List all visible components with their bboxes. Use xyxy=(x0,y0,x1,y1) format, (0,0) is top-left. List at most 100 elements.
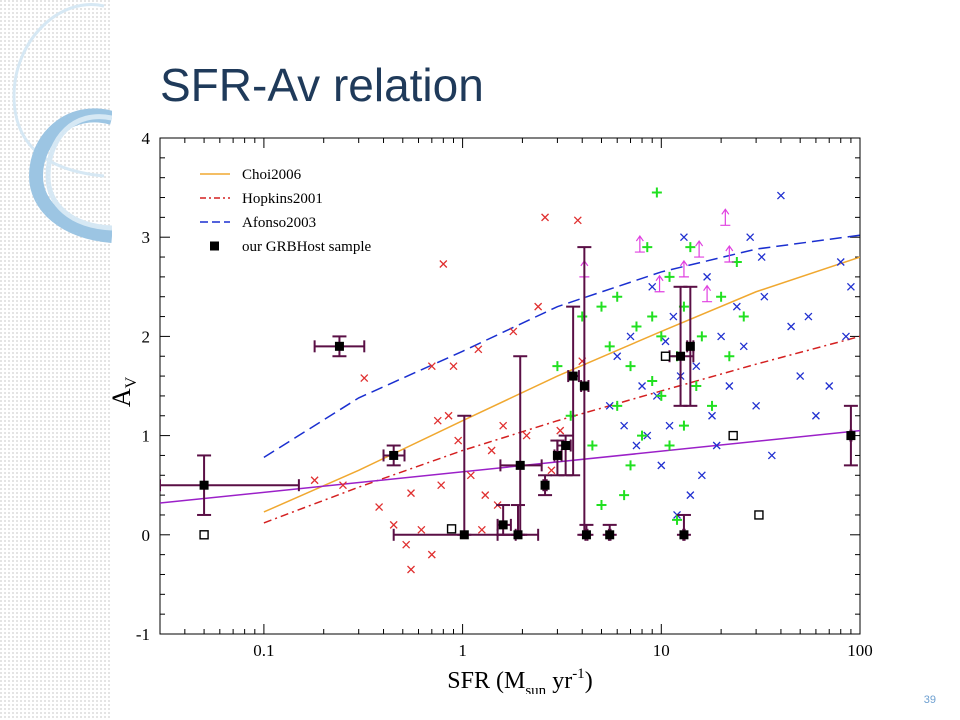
red-cross-point xyxy=(454,436,463,445)
blue-cross-point xyxy=(804,312,813,321)
red-cross-point xyxy=(427,362,436,371)
legend-label: Afonso2003 xyxy=(242,215,316,231)
green-plus-point xyxy=(656,390,667,401)
blue-cross-point xyxy=(739,342,748,351)
red-cross-point xyxy=(499,421,508,430)
blue-cross-point xyxy=(686,491,695,500)
red-cross-point xyxy=(522,431,531,440)
red-cross-point xyxy=(339,481,347,490)
blue-cross-point xyxy=(796,372,805,381)
green-plus-point xyxy=(678,420,689,431)
blue-cross-point xyxy=(708,411,716,420)
model-line-choi2006 xyxy=(263,256,860,513)
green-plus-point xyxy=(577,311,588,322)
decorative-swirl-background xyxy=(0,0,112,720)
green-plus-point xyxy=(691,381,702,391)
y-tick-label: -1 xyxy=(136,625,150,644)
green-plus-point xyxy=(587,440,598,451)
green-plus-point xyxy=(647,376,658,387)
y-tick-label: 1 xyxy=(142,427,151,446)
grb-host-point xyxy=(496,504,540,541)
y-axis-label-part: V xyxy=(123,376,140,388)
blue-cross-point xyxy=(757,253,766,261)
red-cross-point xyxy=(375,503,384,511)
red-cross-point xyxy=(487,446,496,455)
x-axis-label-part: -1 xyxy=(572,666,585,682)
blue-cross-point xyxy=(669,312,678,321)
blue-cross-point xyxy=(626,332,635,341)
blue-cross-point xyxy=(643,431,652,440)
blue-cross-point xyxy=(732,302,741,311)
y-axis: -1 0 1 2 3 4 xyxy=(136,129,860,644)
green-plus-point xyxy=(619,490,630,501)
blue-cross-point xyxy=(787,322,796,331)
red-cross-point xyxy=(407,489,415,498)
grb-square-marker xyxy=(540,480,550,490)
x-axis-label-part: SFR (M xyxy=(447,668,525,694)
legend: Choi2006 Hopkins2001 Afonso2003 our GRBHost… xyxy=(200,167,372,255)
red-cross-point xyxy=(477,525,486,534)
red-cross-point xyxy=(573,216,582,225)
grb-host-point xyxy=(499,355,543,536)
grb-host-point xyxy=(577,246,592,536)
green-plus-point xyxy=(651,187,662,198)
grb-host-point xyxy=(160,454,300,516)
blue-cross-point xyxy=(717,332,726,341)
red-cross-point xyxy=(427,550,436,559)
model-line-afonso2003 xyxy=(263,234,860,459)
blue-cross-point xyxy=(679,233,688,242)
red-cross-point xyxy=(433,416,442,425)
blue-cross-point xyxy=(620,421,629,430)
legend-label: Choi2006 xyxy=(242,167,302,183)
y-tick-label: 2 xyxy=(142,327,151,346)
blue-cross-point xyxy=(703,272,712,281)
blue-cross-point xyxy=(665,421,674,430)
legend-marker xyxy=(210,241,219,251)
blue-cross-point xyxy=(632,441,641,450)
y-tick-label: 3 xyxy=(142,228,151,247)
grb-host-point xyxy=(676,513,691,541)
open-square-marker xyxy=(754,510,764,520)
blue-cross-point xyxy=(825,382,834,390)
blue-cross-point xyxy=(846,282,855,291)
grb-square-marker xyxy=(605,530,615,540)
green-plus-point xyxy=(707,400,718,411)
blue-cross-point xyxy=(760,292,769,301)
red-cross-point xyxy=(509,327,518,336)
x-axis-label: SFR (Msun yr-1) xyxy=(447,666,592,694)
x-tick-label: 1 xyxy=(458,641,467,660)
green-plus-point xyxy=(642,242,653,253)
grb-host-point xyxy=(683,285,698,407)
plot-area xyxy=(160,187,860,574)
lower-limit-arrow xyxy=(724,244,735,263)
green-plus-point xyxy=(596,500,607,511)
grb-host-point xyxy=(579,523,594,541)
open-square-marker xyxy=(728,430,738,441)
blue-cross-point xyxy=(836,258,845,266)
grb-host-point xyxy=(566,305,581,477)
grb-host-point xyxy=(313,335,366,358)
blue-cross-point xyxy=(648,282,657,291)
green-plus-point xyxy=(685,242,696,253)
blue-cross-point xyxy=(767,451,776,460)
blue-cross-point xyxy=(746,233,755,242)
grb-square-marker xyxy=(676,351,686,361)
lower-limit-arrow xyxy=(720,208,731,226)
slide-title: SFR-Av relation xyxy=(160,59,484,111)
green-plus-point xyxy=(604,341,615,352)
red-cross-point xyxy=(547,466,556,475)
red-cross-point xyxy=(389,520,398,529)
red-cross-point xyxy=(466,471,475,480)
green-plus-point xyxy=(724,351,735,362)
x-axis-label-part: sun xyxy=(525,683,546,694)
open-square-marker xyxy=(199,530,209,540)
green-plus-point xyxy=(612,400,623,411)
red-cross-point xyxy=(437,481,446,490)
grb-square-marker xyxy=(498,520,508,530)
grb-host-point xyxy=(538,474,553,497)
grb-host-point xyxy=(382,444,406,467)
red-cross-point xyxy=(481,491,490,500)
grb-square-marker xyxy=(846,431,856,441)
red-cross-point xyxy=(310,476,319,485)
lower-limit-arrow xyxy=(702,284,713,303)
